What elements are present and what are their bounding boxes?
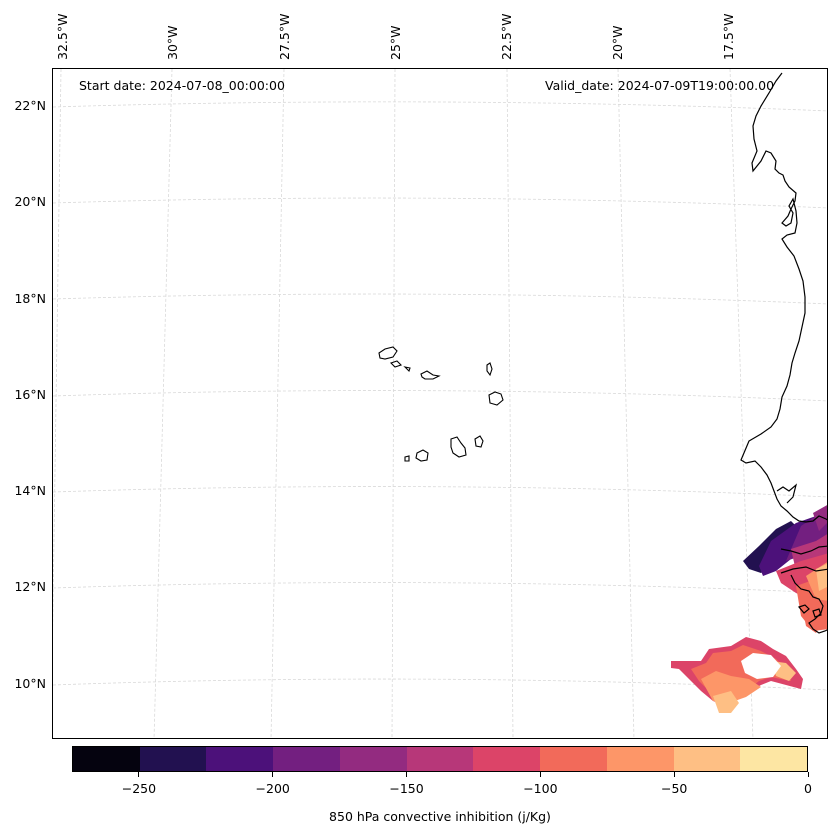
- cin-patch: [701, 671, 761, 703]
- island-fogo: [415, 449, 429, 462]
- cin-patch: [813, 505, 827, 531]
- colorbar-tick: [138, 772, 140, 777]
- island-boa-vista: [488, 391, 504, 406]
- parallel-20n: [53, 197, 827, 209]
- island-sao-vicente: [389, 360, 403, 368]
- colorbar-segment: [406, 747, 474, 771]
- coastline-islands-bijagos: [812, 608, 822, 618]
- coastline-africa: [740, 72, 827, 523]
- lon-label-32-5w: 32.5°W: [55, 13, 70, 60]
- colorbar-segment: [139, 747, 207, 771]
- colorbar-segment: [273, 747, 340, 771]
- colorbar-tick-label: −250: [121, 781, 157, 796]
- cin-gap: [741, 653, 781, 679]
- valid-date-label: Valid_date: 2024-07-09T19:00:00.00: [545, 78, 775, 93]
- lat-label-14n: 14°N: [14, 483, 46, 498]
- colorbar-tick-label: 0: [804, 781, 812, 796]
- colorbar: [72, 746, 808, 772]
- coastline-river-delta: [776, 483, 798, 504]
- lon-label-20w: 20°W: [610, 25, 625, 60]
- parallel-16n: [53, 390, 827, 402]
- parallel-12n: [53, 582, 827, 594]
- lon-label-22-5w: 22.5°W: [499, 13, 514, 60]
- colorbar-title: 850 hPa convective inhibition (j/Kg): [329, 809, 551, 824]
- meridian-20w: [617, 69, 635, 738]
- meridian-17-5w: [729, 69, 754, 738]
- cin-patch: [801, 596, 826, 633]
- parallel-18n: [53, 293, 827, 305]
- colorbar-segment: [339, 747, 407, 771]
- colorbar-segment: [473, 747, 541, 771]
- colorbar-tick: [807, 772, 809, 777]
- lon-label-17-5w: 17.5°W: [721, 13, 736, 60]
- parallel-22n: [53, 101, 827, 112]
- colorbar-tick-label: −200: [255, 781, 290, 796]
- coastline-islands-bijagos: [797, 604, 810, 614]
- lat-label-10n: 10°N: [14, 676, 46, 691]
- island-sao-nicolau: [420, 370, 441, 380]
- colorbar-tick: [673, 772, 675, 777]
- parallel-14n: [53, 486, 827, 498]
- lat-label-12n: 12°N: [14, 579, 46, 594]
- island-brava: [404, 455, 410, 462]
- lon-label-27-5w: 27.5°W: [277, 13, 292, 60]
- colorbar-tick: [406, 772, 408, 777]
- colorbar-segment: [73, 747, 140, 771]
- island-maio: [474, 435, 484, 448]
- map-canvas: [53, 69, 827, 738]
- island-santa-luzia: [403, 366, 411, 373]
- colorbar-segment: [606, 747, 674, 771]
- colorbar-tick-label: −100: [523, 781, 558, 796]
- graticule: [53, 69, 827, 738]
- coastline-gambia: [780, 545, 827, 555]
- cin-patch: [713, 691, 739, 713]
- meridian-30w: [153, 69, 173, 738]
- island-sal: [486, 362, 493, 377]
- start-date-label: Start date: 2024-07-08_00:00:00: [79, 78, 285, 93]
- colorbar-tick: [272, 772, 274, 777]
- coastline-guinea-bissau: [790, 574, 827, 634]
- lon-label-30w: 30°W: [165, 25, 180, 60]
- island-santo-antao: [378, 346, 398, 360]
- lat-label-16n: 16°N: [14, 387, 46, 402]
- colorbar-segment: [673, 747, 741, 771]
- lon-label-25w: 25°W: [388, 25, 403, 60]
- colorbar-segment: [206, 747, 274, 771]
- lat-label-20n: 20°N: [14, 194, 46, 209]
- map-panel: [52, 68, 828, 739]
- cin-field-offshore: [671, 637, 803, 713]
- meridian-27-5w: [270, 69, 285, 738]
- meridian-22-5w: [506, 69, 514, 738]
- meridian-32-5w: [53, 69, 62, 633]
- colorbar-segment: [740, 747, 808, 771]
- lat-label-18n: 18°N: [14, 291, 46, 306]
- meridian-25w: [391, 69, 396, 738]
- lat-label-22n: 22°N: [14, 98, 46, 113]
- coastline-gambia-south: [780, 566, 827, 574]
- colorbar-tick-label: −50: [660, 781, 688, 796]
- colorbar-tick-label: −150: [389, 781, 424, 796]
- cin-field-coast: [743, 505, 827, 633]
- island-santiago: [450, 436, 467, 458]
- colorbar-tick: [539, 772, 541, 777]
- coastline: [740, 72, 827, 634]
- colorbar-segment: [540, 747, 607, 771]
- cape-verde-islands: [378, 346, 504, 462]
